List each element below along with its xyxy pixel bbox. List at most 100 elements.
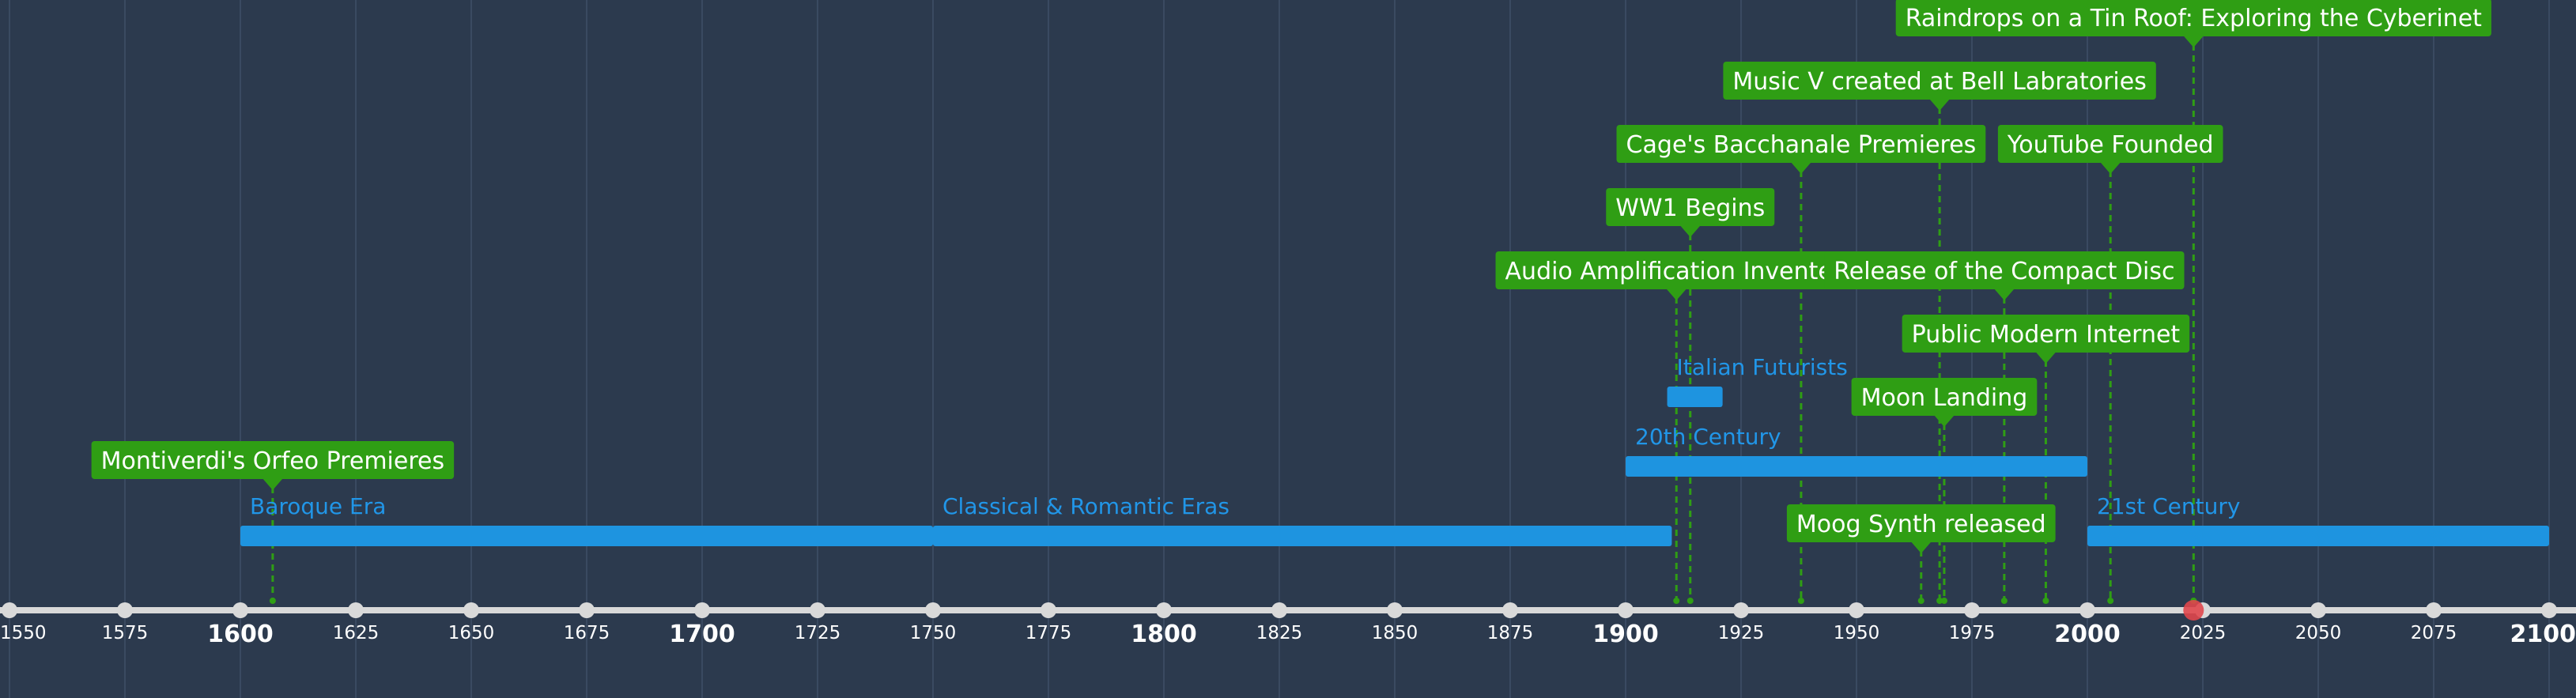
event-pointer <box>1666 289 1687 300</box>
time-axis[interactable]: 1550 1575 1600 1625 1650 1675 1700 1725 1750 1775… <box>0 600 2576 648</box>
event-box[interactable] <box>1723 62 2156 100</box>
event-label: WW1 Begins <box>1615 194 1765 222</box>
axis-tick-label: 1625 <box>333 623 380 643</box>
era-bar[interactable] <box>2087 526 2549 546</box>
axis-tick-label: 1750 <box>910 623 957 643</box>
event-dot <box>1940 598 1947 604</box>
axis-tick-label: 2075 <box>2411 623 2457 643</box>
event-pointer <box>2100 162 2121 174</box>
event-label: Montiverdi's Orfeo Premieres <box>101 447 445 475</box>
axis-tick-dot[interactable] <box>232 602 248 618</box>
axis-tick-dot[interactable] <box>1271 602 1287 618</box>
axis-tick-dot[interactable] <box>1733 602 1749 618</box>
axis-tick-dot[interactable] <box>348 602 364 618</box>
axis-tick-label: 2000 <box>2054 621 2121 648</box>
event-label: Moog Synth released <box>1796 511 2046 538</box>
axis-tick-label: 1850 <box>1372 623 1418 643</box>
event-label: Public Modern Internet <box>1912 321 2181 349</box>
event-pointer <box>1679 225 1701 237</box>
event-box[interactable] <box>1495 251 1857 289</box>
axis-tick-label: 2100 <box>2510 621 2576 648</box>
axis-tick-label: 2025 <box>2180 623 2227 643</box>
axis-tick-dot[interactable] <box>1618 602 1634 618</box>
event-pointer <box>262 478 283 490</box>
axis-tick-dot[interactable] <box>1964 602 1980 618</box>
event-box[interactable] <box>1851 378 2038 416</box>
axis-tick-label: 1775 <box>1025 623 1072 643</box>
era-bar[interactable] <box>933 526 1672 546</box>
event-dot <box>1686 598 1694 604</box>
axis-tick-dot[interactable] <box>2079 602 2095 618</box>
axis-tick-label: 1900 <box>1592 621 1659 648</box>
era-label: Italian Futurists <box>1677 354 1848 380</box>
event-label: Moon Landing <box>1861 384 2028 412</box>
axis-tick-label: 1975 <box>1949 623 1996 643</box>
event-dot <box>2042 598 2049 604</box>
axis-tick-label: 1800 <box>1131 621 1197 648</box>
event-dot <box>1917 598 1924 604</box>
event-pointer <box>1933 415 1955 427</box>
axis-tick-label: 2050 <box>2295 623 2342 643</box>
axis-tick-label: 1950 <box>1834 623 1880 643</box>
event-dot <box>1936 598 1943 604</box>
event-label: Raindrops on a Tin Roof: Exploring the C… <box>1906 5 2482 32</box>
axis-tick-dot[interactable] <box>1387 602 1403 618</box>
era-bar[interactable] <box>1667 387 1723 407</box>
axis-tick-label: 1875 <box>1487 623 1534 643</box>
axis-tick-dot[interactable] <box>1502 602 1518 618</box>
axis-tick-dot[interactable] <box>463 602 479 618</box>
era-bars: Baroque Era Classical & Romantic Eras 21st… <box>240 354 2549 546</box>
event-pointer <box>1910 541 1932 553</box>
event-box[interactable] <box>1606 188 1775 226</box>
era-bar[interactable] <box>240 526 933 546</box>
event-label: Music V created at Bell Labratories <box>1732 68 2146 96</box>
axis-tick-dot[interactable] <box>2541 602 2557 618</box>
event-labels: Montiverdi's Orfeo Premieres Moog Synth r… <box>91 0 2491 553</box>
axis-tick-dot[interactable] <box>1849 602 1864 618</box>
event-label: YouTube Founded <box>2007 131 2214 159</box>
event-label: Cage's Bacchanale Premieres <box>1626 131 1977 159</box>
axis-tick-dot[interactable] <box>2310 602 2326 618</box>
axis-tick-label: 1575 <box>102 623 149 643</box>
axis-tick-label: 1675 <box>564 623 610 643</box>
axis-tick-dot[interactable] <box>117 602 133 618</box>
event-pointer <box>1790 162 1811 174</box>
event-dot <box>2000 598 2008 604</box>
axis-tick-dot[interactable] <box>2 602 17 618</box>
axis-tick-dot[interactable] <box>694 602 710 618</box>
event-box[interactable] <box>1616 125 1986 163</box>
axis-tick-dot[interactable] <box>579 602 595 618</box>
axis-tick-label: 1700 <box>669 621 735 648</box>
axis-tick-dot[interactable] <box>1041 602 1056 618</box>
event-dot <box>2107 598 2114 604</box>
axis-tick-label: 1650 <box>448 623 495 643</box>
event-box[interactable] <box>1997 125 2223 163</box>
event-label: Release of the Compact Disc <box>1834 258 2174 285</box>
axis-tick-label: 1600 <box>207 621 274 648</box>
event-pointer <box>1929 99 1951 111</box>
event-box[interactable] <box>1824 251 2185 289</box>
axis-tick-dot[interactable] <box>2426 602 2442 618</box>
axis-tick-dot[interactable] <box>925 602 941 618</box>
era-label: 20th Century <box>1635 424 1781 450</box>
event-box[interactable] <box>1786 504 2056 542</box>
event-pointer <box>2183 36 2204 47</box>
axis-tick-dot[interactable] <box>1156 602 1172 618</box>
event-dot <box>1797 598 1804 604</box>
axis-tick-label: 1550 <box>0 623 47 643</box>
axis-tick-dot[interactable] <box>810 602 825 618</box>
era-bar[interactable] <box>1626 456 2087 477</box>
era-label: Classical & Romantic Eras <box>942 493 1229 519</box>
era-label: 21st Century <box>2097 493 2240 519</box>
axis-tick-label: 1725 <box>795 623 841 643</box>
event-box[interactable] <box>91 441 455 479</box>
event-box[interactable] <box>1902 315 2190 353</box>
era-label: Baroque Era <box>250 493 386 519</box>
current-time-marker[interactable] <box>2183 600 2204 621</box>
event-dot <box>269 598 276 604</box>
event-box[interactable] <box>1895 0 2491 36</box>
event-label: Audio Amplification Invented <box>1505 258 1848 285</box>
axis-tick-label: 1925 <box>1718 623 1765 643</box>
event-pointer <box>2035 352 2057 364</box>
